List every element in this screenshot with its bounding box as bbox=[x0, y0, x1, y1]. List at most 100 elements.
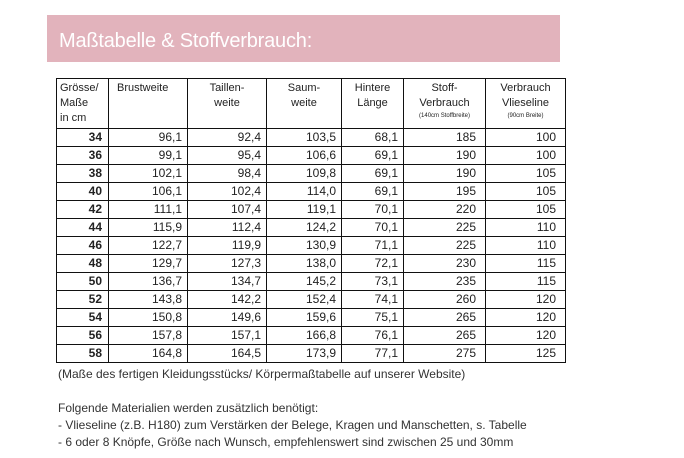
saumweite-cell: 130,9 bbox=[266, 236, 342, 255]
vlieseline-cell: 105 bbox=[485, 200, 566, 219]
vlieseline-cell: 115 bbox=[485, 272, 566, 291]
taillenweite-cell: 119,9 bbox=[187, 236, 267, 255]
stoffverbrauch-cell: 225 bbox=[403, 218, 486, 237]
taillenweite-cell: 102,4 bbox=[187, 182, 267, 201]
materials-heading: Folgende Materialien werden zusätzlich b… bbox=[58, 401, 319, 415]
taillenweite-cell: 92,4 bbox=[187, 128, 267, 147]
table-row: 58 164,8 164,5 173,9 77,1 275 125 bbox=[56, 344, 566, 363]
hintere-laenge-cell: 68,1 bbox=[341, 128, 404, 147]
taillenweite-cell: 142,2 bbox=[187, 290, 267, 309]
hintere-laenge-cell: 71,1 bbox=[341, 236, 404, 255]
stoffverbrauch-cell: 185 bbox=[403, 128, 486, 147]
size-cell: 38 bbox=[56, 164, 109, 183]
size-cell: 44 bbox=[56, 218, 109, 237]
brustweite-cell: 106,1 bbox=[108, 182, 188, 201]
size-cell: 50 bbox=[56, 272, 109, 291]
table-row: 38 102,1 98,4 109,8 69,1 190 105 bbox=[56, 164, 566, 183]
vlieseline-cell: 110 bbox=[485, 236, 566, 255]
size-cell: 56 bbox=[56, 326, 109, 345]
vlieseline-cell: 110 bbox=[485, 218, 566, 237]
stoffverbrauch-cell: 220 bbox=[403, 200, 486, 219]
vlieseline-cell: 100 bbox=[485, 128, 566, 147]
hintere-laenge-cell: 73,1 bbox=[341, 272, 404, 291]
hintere-laenge-cell: 72,1 bbox=[341, 254, 404, 273]
hintere-laenge-cell: 76,1 bbox=[341, 326, 404, 345]
table-header-row: Grösse/ Maße in cm Brustweite Taillen- w… bbox=[56, 78, 566, 129]
materials-item: - Vlieseline (z.B. H180) zum Verstärken … bbox=[58, 418, 527, 432]
taillenweite-cell: 112,4 bbox=[187, 218, 267, 237]
saumweite-cell: 106,6 bbox=[266, 146, 342, 165]
size-cell: 36 bbox=[56, 146, 109, 165]
table-row: 44 115,9 112,4 124,2 70,1 225 110 bbox=[56, 218, 566, 237]
taillenweite-cell: 134,7 bbox=[187, 272, 267, 291]
fabric-width-note: (140cm Stoffbreite) bbox=[419, 113, 470, 119]
brustweite-cell: 111,1 bbox=[108, 200, 188, 219]
header-size: Grösse/ Maße in cm bbox=[56, 78, 109, 129]
hintere-laenge-cell: 75,1 bbox=[341, 308, 404, 327]
taillenweite-cell: 157,1 bbox=[187, 326, 267, 345]
saumweite-cell: 119,1 bbox=[266, 200, 342, 219]
vlieseline-cell: 125 bbox=[485, 344, 566, 363]
table-row: 46 122,7 119,9 130,9 71,1 225 110 bbox=[56, 236, 566, 255]
brustweite-cell: 143,8 bbox=[108, 290, 188, 309]
taillenweite-cell: 127,3 bbox=[187, 254, 267, 273]
stoffverbrauch-cell: 190 bbox=[403, 164, 486, 183]
vlieseline-cell: 120 bbox=[485, 308, 566, 327]
stoffverbrauch-cell: 265 bbox=[403, 308, 486, 327]
size-cell: 52 bbox=[56, 290, 109, 309]
stoffverbrauch-cell: 275 bbox=[403, 344, 486, 363]
stoffverbrauch-cell: 190 bbox=[403, 146, 486, 165]
stoffverbrauch-cell: 265 bbox=[403, 326, 486, 345]
vlieseline-cell: 115 bbox=[485, 254, 566, 273]
hintere-laenge-cell: 69,1 bbox=[341, 164, 404, 183]
table-row: 40 106,1 102,4 114,0 69,1 195 105 bbox=[56, 182, 566, 201]
taillenweite-cell: 95,4 bbox=[187, 146, 267, 165]
title-banner: Maßtabelle & Stoffverbrauch: bbox=[47, 15, 560, 62]
brustweite-cell: 122,7 bbox=[108, 236, 188, 255]
saumweite-cell: 103,5 bbox=[266, 128, 342, 147]
table-row: 54 150,8 149,6 159,6 75,1 265 120 bbox=[56, 308, 566, 327]
header-brustweite: Brustweite bbox=[108, 78, 188, 129]
hintere-laenge-cell: 70,1 bbox=[341, 200, 404, 219]
brustweite-cell: 136,7 bbox=[108, 272, 188, 291]
table-row: 42 111,1 107,4 119,1 70,1 220 105 bbox=[56, 200, 566, 219]
table-row: 50 136,7 134,7 145,2 73,1 235 115 bbox=[56, 272, 566, 291]
table-row: 56 157,8 157,1 166,8 76,1 265 120 bbox=[56, 326, 566, 345]
header-hintere-laenge: Hintere Länge bbox=[341, 78, 404, 129]
header-taillenweite: Taillen- weite bbox=[187, 78, 267, 129]
saumweite-cell: 138,0 bbox=[266, 254, 342, 273]
saumweite-cell: 145,2 bbox=[266, 272, 342, 291]
taillenweite-cell: 164,5 bbox=[187, 344, 267, 363]
table-row: 34 96,1 92,4 103,5 68,1 185 100 bbox=[56, 128, 566, 147]
stoffverbrauch-cell: 225 bbox=[403, 236, 486, 255]
hintere-laenge-cell: 69,1 bbox=[341, 146, 404, 165]
saumweite-cell: 173,9 bbox=[266, 344, 342, 363]
saumweite-cell: 114,0 bbox=[266, 182, 342, 201]
header-saumweite: Saum- weite bbox=[266, 78, 342, 129]
header-stoffverbrauch: Stoff- Verbrauch (140cm Stoffbreite) bbox=[403, 78, 486, 129]
brustweite-cell: 96,1 bbox=[108, 128, 188, 147]
size-cell: 42 bbox=[56, 200, 109, 219]
size-cell: 34 bbox=[56, 128, 109, 147]
hintere-laenge-cell: 69,1 bbox=[341, 182, 404, 201]
table-row: 36 99,1 95,4 106,6 69,1 190 100 bbox=[56, 146, 566, 165]
hintere-laenge-cell: 74,1 bbox=[341, 290, 404, 309]
vlieseline-cell: 105 bbox=[485, 164, 566, 183]
hintere-laenge-cell: 77,1 bbox=[341, 344, 404, 363]
size-cell: 54 bbox=[56, 308, 109, 327]
saumweite-cell: 159,6 bbox=[266, 308, 342, 327]
size-chart-body: 34 96,1 92,4 103,5 68,1 185 100 36 99,1 95,4 106,6… bbox=[56, 128, 566, 363]
vlieseline-cell: 100 bbox=[485, 146, 566, 165]
brustweite-cell: 164,8 bbox=[108, 344, 188, 363]
taillenweite-cell: 149,6 bbox=[187, 308, 267, 327]
brustweite-cell: 115,9 bbox=[108, 218, 188, 237]
brustweite-cell: 99,1 bbox=[108, 146, 188, 165]
stoffverbrauch-cell: 235 bbox=[403, 272, 486, 291]
size-cell: 46 bbox=[56, 236, 109, 255]
taillenweite-cell: 98,4 bbox=[187, 164, 267, 183]
vlieseline-cell: 120 bbox=[485, 326, 566, 345]
interfacing-width-note: (90cm Breite) bbox=[507, 113, 544, 119]
stoffverbrauch-cell: 195 bbox=[403, 182, 486, 201]
taillenweite-cell: 107,4 bbox=[187, 200, 267, 219]
stoffverbrauch-cell: 230 bbox=[403, 254, 486, 273]
